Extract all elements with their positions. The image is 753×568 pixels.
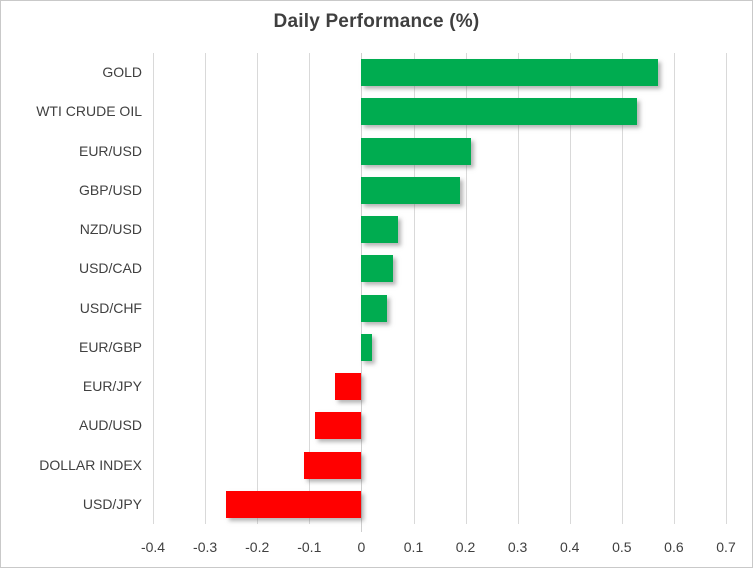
x-tick-label: 0.5	[612, 539, 632, 555]
x-tick-label: 0	[357, 539, 366, 555]
bar-eur-usd	[361, 137, 471, 165]
gridline	[465, 53, 467, 524]
x-tick-label: -0.1	[297, 539, 322, 555]
x-tick-label: -0.2	[245, 539, 270, 555]
gridline	[309, 53, 311, 524]
bar-eur-jpy	[335, 373, 362, 401]
bar-usd-cad	[361, 255, 393, 283]
category-labels: GOLD WTI CRUDE OIL EUR/USD GBP/USD NZD/USD US…	[1, 53, 142, 524]
zero-axis-line	[361, 53, 363, 532]
gridline	[413, 53, 415, 524]
category-label: NZD/USD	[79, 221, 142, 237]
x-tick-label: -0.3	[193, 539, 218, 555]
bar-gold	[361, 59, 659, 87]
bar-dollar-index	[304, 451, 362, 479]
x-tick-label: 0.4	[559, 539, 580, 555]
category-label: WTI CRUDE OIL	[36, 103, 142, 120]
gridline	[569, 53, 571, 524]
x-tick-label: 0.3	[507, 539, 528, 555]
category-label: USD/CAD	[78, 260, 142, 277]
bar-wti-crude-oil	[361, 98, 638, 126]
category-label: DOLLAR INDEX	[39, 456, 142, 473]
x-tick-label: 0.6	[664, 539, 684, 555]
gridline	[517, 53, 519, 524]
bar-aud-usd	[314, 412, 362, 440]
category-label: USD/CHF	[79, 299, 142, 316]
gridline	[726, 53, 727, 524]
bar-nzd-usd	[361, 216, 398, 244]
bar-eur-gbp	[361, 333, 372, 361]
category-label: USD/JPY	[82, 495, 142, 512]
gridline	[205, 53, 207, 524]
x-tick-label: 0.7	[716, 539, 736, 555]
category-label: AUD/USD	[78, 417, 142, 434]
x-tick-label: -0.4	[140, 539, 166, 555]
category-label: EUR/USD	[78, 142, 142, 159]
category-label: GBP/USD	[78, 181, 142, 198]
gridline	[621, 53, 623, 524]
bar-gbp-usd	[361, 176, 461, 204]
gridline	[673, 53, 675, 524]
plot-area	[153, 53, 727, 532]
chart-title: Daily Performance (%)	[273, 11, 480, 32]
category-label: EUR/GBP	[78, 338, 142, 355]
gridline	[153, 53, 154, 524]
category-label: GOLD	[102, 64, 142, 80]
bar-usd-jpy	[225, 490, 362, 518]
bar-usd-chf	[361, 294, 388, 322]
x-tick-label: 0.1	[403, 539, 424, 555]
gridline	[257, 53, 259, 524]
category-label: EUR/JPY	[82, 378, 142, 394]
x-tick-label: 0.2	[455, 539, 476, 555]
